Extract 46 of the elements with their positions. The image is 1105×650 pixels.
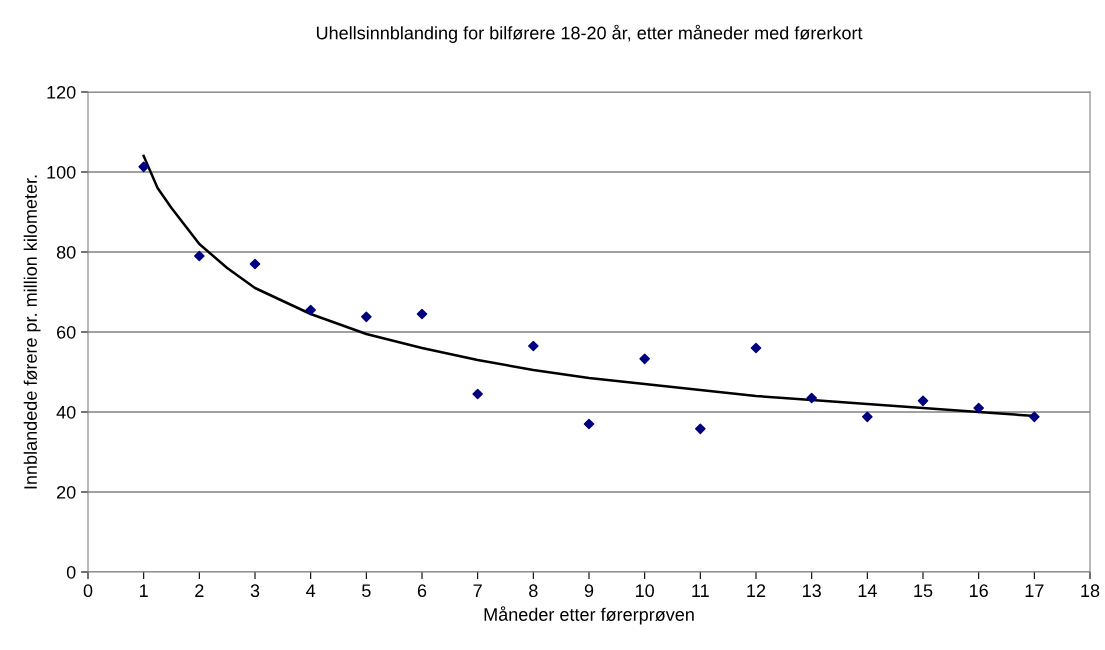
- point: [305, 304, 316, 316]
- x-tick-label: 16: [970, 584, 988, 598]
- point: [138, 161, 149, 173]
- x-tick-label: 0: [83, 584, 93, 598]
- point: [1029, 411, 1040, 423]
- x-tick-label: 12: [747, 584, 766, 597]
- x-tick-label: 18: [1081, 584, 1100, 598]
- point: [416, 308, 428, 320]
- point: [472, 388, 483, 400]
- x-tick-label: 6: [417, 584, 427, 598]
- point: [806, 392, 817, 404]
- point: [862, 411, 873, 423]
- y-tick-label: 80: [56, 245, 76, 259]
- y-axis-title: Innblandede førere pr. million kilometer.: [23, 175, 41, 489]
- y-tick-label: 120: [47, 85, 76, 99]
- x-tick-label: 17: [1025, 584, 1044, 597]
- x-tick-label: 5: [362, 584, 371, 598]
- y-tick-label: 0: [66, 565, 76, 579]
- y-tick-label: 40: [56, 405, 76, 419]
- point: [528, 340, 539, 352]
- point: [973, 402, 984, 414]
- x-tick-label: 1: [140, 584, 148, 597]
- point: [361, 311, 372, 323]
- x-tick-label: 9: [584, 584, 594, 598]
- x-tick-label: 8: [529, 584, 538, 598]
- point: [639, 353, 650, 365]
- x-tick-label: 15: [914, 584, 933, 598]
- x-tick-label: 4: [306, 584, 316, 597]
- chart-title: Uhellsinnblanding for bilførere 18-20 år, etter måneder med førerkort: [316, 24, 863, 43]
- x-axis-title: Måneder etter førerprøven: [484, 606, 694, 625]
- point: [583, 418, 595, 430]
- point: [249, 258, 261, 270]
- point: [695, 423, 706, 435]
- y-tick-label: 100: [47, 165, 76, 179]
- point: [750, 342, 762, 354]
- x-tick-label: 7: [473, 584, 482, 597]
- point: [917, 395, 929, 407]
- point: [194, 250, 205, 262]
- x-tick-label: 11: [692, 584, 709, 597]
- x-tick-label: 3: [250, 584, 260, 598]
- x-tick-label: 13: [803, 584, 821, 598]
- x-tick-label: 14: [858, 584, 877, 597]
- x-tick-label: 2: [195, 584, 204, 597]
- y-tick-label: 60: [57, 325, 76, 339]
- x-tick-label: 10: [636, 584, 654, 598]
- y-tick-label: 20: [57, 485, 76, 499]
